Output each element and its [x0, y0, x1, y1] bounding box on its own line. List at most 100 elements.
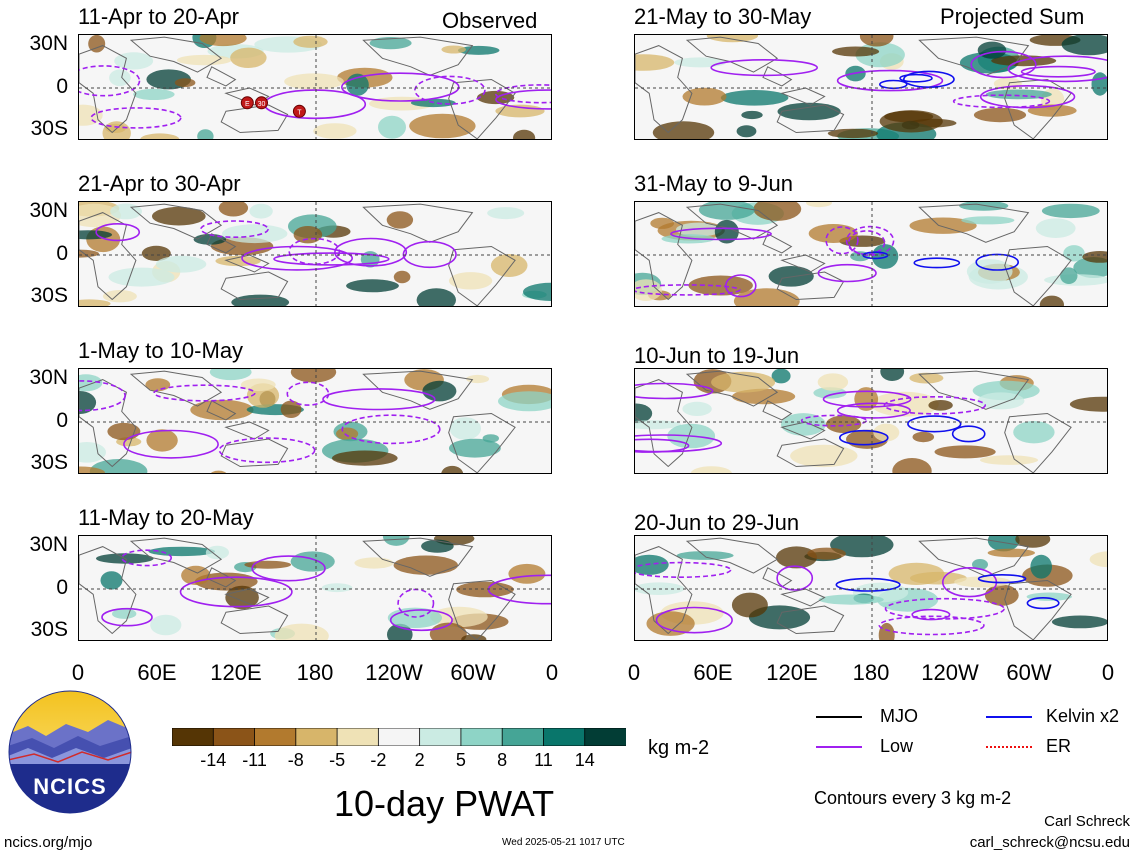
anomaly-patch [146, 429, 178, 452]
colorbar-tick-label: -11 [242, 750, 267, 770]
low-contour [241, 245, 353, 271]
panel-title-right-2: 31-May to 9-Jun [634, 171, 793, 196]
low-contour [251, 555, 326, 582]
anomaly-patch [873, 423, 900, 442]
anomaly-patch [378, 115, 406, 139]
anomaly-patch [690, 466, 733, 473]
low-contour [822, 390, 912, 408]
low-contour [79, 65, 141, 97]
colorbar-swatch [254, 727, 297, 747]
low-contour [179, 576, 293, 608]
ncics-logo: NCICS [8, 690, 132, 814]
anomaly-patch [148, 546, 215, 557]
coastline [780, 421, 826, 440]
coastline [780, 254, 826, 273]
anomaly-patch [176, 54, 232, 66]
anomaly-patch [909, 372, 944, 384]
kelvin-contour [835, 577, 901, 592]
anomaly-patch [771, 369, 791, 384]
footer-email[interactable]: carl_schreck@ncsu.edu [969, 834, 1130, 851]
anomaly-patch [313, 123, 357, 139]
anomaly-patch [1060, 267, 1078, 284]
low-contour [389, 609, 453, 632]
anomaly-patch [225, 585, 259, 610]
low-contour [273, 252, 390, 266]
colorbar-tick-label: -2 [370, 750, 387, 770]
anomaly-patch [386, 211, 414, 229]
anomaly-patch [290, 369, 337, 383]
anomaly-patch [199, 35, 247, 47]
anomaly-patch [79, 104, 103, 126]
lon-tick-label: 120W [921, 660, 979, 685]
low-contour [979, 85, 1076, 109]
map-panel-left-4 [78, 535, 552, 641]
anomaly-patch [79, 466, 105, 473]
lon-tick-label: 60E [693, 660, 733, 685]
low-contour [153, 384, 256, 402]
coastline [685, 203, 779, 240]
anomaly-patch [825, 415, 862, 433]
anomaly-patch [457, 45, 500, 55]
pwat-anomaly-map [79, 536, 551, 640]
svg-text:30: 30 [258, 101, 266, 108]
lat-tick-label: 30S [30, 451, 68, 474]
anomaly-patch [635, 420, 682, 430]
anomaly-patch [817, 373, 849, 391]
lat-tick-label: 0 [56, 409, 68, 432]
kelvin-contour [907, 415, 962, 433]
anomaly-patch [280, 400, 302, 418]
anomaly-patch [382, 536, 410, 546]
coastline [776, 605, 845, 635]
anomaly-patch [776, 546, 817, 569]
anomaly-patch [354, 557, 394, 569]
anomaly-patch [249, 203, 273, 219]
anomaly-patch [1063, 245, 1085, 262]
coastline [448, 412, 516, 473]
anomaly-patch [513, 129, 536, 139]
anomaly-patch [977, 41, 1007, 59]
low-contour [845, 225, 895, 257]
anomaly-patch [973, 107, 1027, 123]
panel-title-left-4: 11-May to 20-May [78, 505, 254, 530]
anomaly-patch [107, 422, 141, 441]
low-contour [95, 222, 141, 242]
anomaly-patch [79, 391, 97, 414]
anomaly-patch [732, 388, 796, 405]
anomaly-patch [818, 594, 884, 605]
anomaly-patch [830, 536, 894, 558]
anomaly-patch [711, 371, 776, 393]
kelvin-contour [951, 425, 986, 443]
low-contour [263, 89, 367, 120]
anomaly-patch [441, 45, 467, 54]
anomaly-patch [141, 245, 171, 261]
anomaly-patch [879, 110, 943, 133]
low-contour [883, 395, 986, 415]
lat-tick-label: 0 [56, 75, 68, 98]
footer-url[interactable]: ncics.org/mjo [4, 834, 93, 851]
footer-timestamp: Wed 2025-05-21 1017 UTC [502, 837, 625, 848]
kelvin-contour [899, 73, 933, 83]
anomaly-patch [1039, 295, 1064, 306]
anomaly-patch [369, 37, 412, 50]
legend-label-kelvin: Kelvin x2 [1046, 706, 1120, 726]
anomaly-patch [934, 445, 996, 459]
pwat-anomaly-map [635, 536, 1107, 640]
anomaly-patch [1091, 72, 1107, 96]
anomaly-patch [880, 369, 905, 381]
low-contour [878, 615, 985, 636]
anomaly-patch [859, 35, 894, 47]
anomaly-patch [646, 611, 695, 636]
coastline [220, 438, 289, 468]
anomaly-patch [523, 282, 551, 301]
legend-label-er: ER [1046, 736, 1072, 756]
anomaly-patch [110, 203, 142, 220]
low-contour [322, 388, 436, 411]
anomaly-patch [961, 216, 1015, 225]
anomaly-patch [448, 272, 493, 290]
anomaly-patch [1082, 251, 1107, 263]
anomaly-patch [682, 87, 727, 106]
anomaly-patch [487, 207, 525, 220]
coastline [685, 36, 779, 73]
anomaly-patch [222, 224, 288, 244]
lat-tick-label: 30N [29, 32, 68, 55]
